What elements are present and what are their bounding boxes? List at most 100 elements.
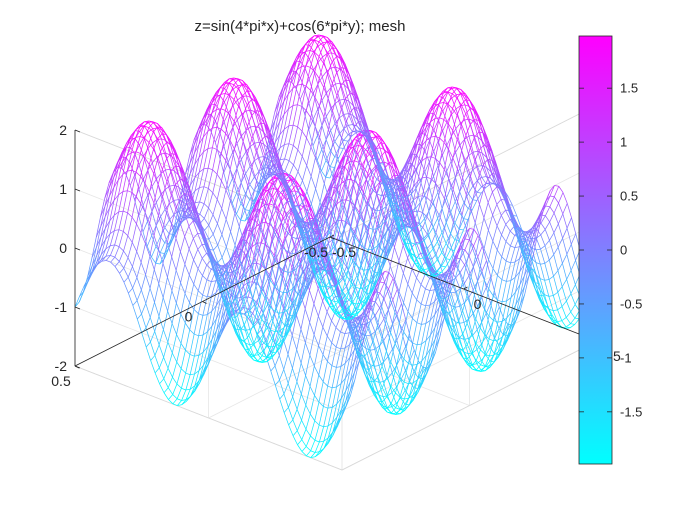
- mesh-line: [276, 273, 282, 284]
- mesh-line: [301, 266, 307, 288]
- mesh-line: [368, 340, 374, 352]
- mesh-line: [251, 226, 257, 233]
- mesh-line: [284, 143, 290, 159]
- mesh-line: [269, 255, 275, 276]
- mesh-line: [199, 168, 205, 188]
- mesh-line: [105, 255, 111, 257]
- mesh-line: [302, 180, 308, 192]
- mesh-line: [157, 215, 164, 229]
- mesh-line: [292, 56, 297, 68]
- mesh-line: [314, 51, 320, 57]
- mesh-line: [151, 225, 157, 236]
- mesh-line: [189, 164, 195, 186]
- mesh-line: [254, 236, 260, 249]
- mesh-line: [240, 193, 246, 204]
- mesh-line: [269, 221, 275, 233]
- mesh-line: [306, 232, 313, 248]
- mesh-line: [231, 202, 237, 215]
- mesh-line: [318, 374, 324, 382]
- mesh-line: [288, 88, 294, 109]
- mesh-line: [207, 326, 213, 347]
- mesh-line: [132, 277, 138, 289]
- mesh-line: [296, 262, 302, 269]
- mesh-line: [323, 408, 329, 427]
- mesh-line: [136, 232, 142, 252]
- mesh-line: [105, 255, 111, 261]
- mesh-line: [164, 227, 170, 234]
- mesh-line: [309, 39, 315, 46]
- mesh-line: [203, 357, 209, 374]
- mesh-line: [266, 150, 272, 162]
- mesh-line: [175, 184, 181, 199]
- mesh-line: [170, 165, 176, 172]
- mesh-line: [279, 327, 285, 332]
- mesh-line: [110, 255, 115, 258]
- mesh-line: [274, 313, 280, 332]
- mesh-line: [153, 126, 158, 133]
- mesh-line: [118, 191, 124, 196]
- mesh-line: [277, 177, 283, 191]
- mesh-line: [164, 233, 170, 243]
- mesh-line: [268, 183, 274, 191]
- mesh-line: [379, 282, 385, 293]
- mesh-line: [291, 71, 297, 83]
- mesh-line: [193, 259, 199, 269]
- mesh-line: [254, 160, 260, 172]
- mesh-line: [241, 240, 247, 250]
- mesh-line: [359, 247, 365, 269]
- mesh-line: [235, 317, 241, 331]
- mesh-line: [127, 277, 133, 289]
- mesh-line: [287, 236, 293, 253]
- mesh-line: [132, 266, 138, 278]
- mesh-line: [167, 387, 174, 395]
- mesh-line: [151, 186, 157, 203]
- mesh-line: [259, 115, 265, 124]
- mesh-line: [150, 360, 156, 374]
- mesh-line: [147, 211, 153, 222]
- mesh-line: [179, 198, 185, 213]
- mesh-line: [301, 451, 307, 457]
- mesh-line: [121, 156, 127, 159]
- mesh-line: [255, 194, 261, 206]
- mesh-line: [199, 372, 204, 384]
- mesh-line: [296, 66, 302, 86]
- mesh-line: [211, 92, 217, 104]
- mesh-line: [161, 152, 166, 155]
- mesh-line: [296, 275, 302, 297]
- mesh-line: [296, 237, 301, 239]
- mesh-line: [317, 300, 323, 317]
- mesh-line: [232, 168, 238, 179]
- mesh-line: [166, 181, 172, 196]
- mesh-line: [286, 178, 292, 185]
- mesh-line: [275, 297, 282, 309]
- mesh-line: [147, 195, 153, 212]
- mesh-line: [149, 223, 155, 236]
- mesh-line: [235, 298, 241, 313]
- mesh-line: [100, 239, 106, 255]
- mesh-line: [158, 316, 164, 330]
- mesh-line: [219, 95, 225, 103]
- mesh-line: [347, 125, 353, 132]
- mesh-line: [292, 310, 298, 322]
- mesh-line: [169, 184, 175, 187]
- mesh-line: [294, 214, 300, 227]
- mesh-line: [248, 298, 253, 310]
- mesh-line: [159, 367, 165, 379]
- mesh-line: [105, 233, 111, 240]
- mesh-line: [256, 260, 262, 281]
- mesh-line: [145, 243, 151, 257]
- mesh-line: [268, 190, 274, 198]
- mesh-line: [152, 157, 158, 163]
- mesh-line: [198, 119, 204, 135]
- mesh-line: [274, 121, 280, 131]
- mesh-line: [317, 45, 323, 58]
- mesh-line: [270, 352, 276, 367]
- mesh-line: [254, 171, 260, 178]
- mesh-line: [104, 207, 110, 229]
- mesh-line: [256, 302, 262, 310]
- mesh-line: [249, 200, 255, 211]
- mesh-line: [219, 121, 225, 132]
- mesh-line: [189, 356, 195, 375]
- mesh-line: [294, 241, 300, 248]
- mesh-line: [285, 263, 291, 278]
